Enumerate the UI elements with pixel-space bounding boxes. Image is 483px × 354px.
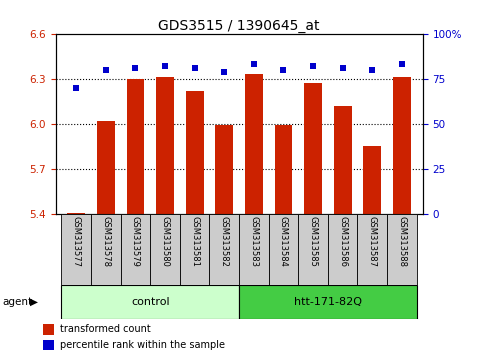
Title: GDS3515 / 1390645_at: GDS3515 / 1390645_at (158, 19, 320, 33)
Bar (393, 77, 411, 214)
Bar (186, 91, 203, 214)
Bar (68, 213, 85, 214)
Bar (180, 214, 210, 285)
Text: GSM313577: GSM313577 (72, 216, 81, 267)
Text: GSM313581: GSM313581 (190, 216, 199, 267)
Bar (387, 214, 417, 285)
Bar (97, 121, 115, 214)
Bar (363, 147, 381, 214)
Text: control: control (131, 297, 170, 307)
Bar (239, 285, 417, 319)
Bar (156, 77, 174, 214)
Point (220, 69, 228, 74)
Bar (298, 214, 328, 285)
Bar (269, 214, 298, 285)
Bar (127, 79, 144, 214)
Bar (43, 340, 54, 350)
Point (131, 65, 139, 71)
Point (339, 65, 347, 71)
Bar (43, 324, 54, 335)
Bar (215, 125, 233, 214)
Bar (61, 285, 239, 319)
Point (161, 63, 169, 69)
Text: GSM313587: GSM313587 (368, 216, 377, 267)
Point (369, 67, 376, 73)
Text: agent: agent (2, 297, 32, 307)
Bar (210, 214, 239, 285)
Bar (150, 214, 180, 285)
Bar (357, 214, 387, 285)
Text: GSM313586: GSM313586 (338, 216, 347, 267)
Text: GSM313585: GSM313585 (309, 216, 318, 267)
Point (191, 65, 199, 71)
Bar (91, 214, 121, 285)
Bar (304, 83, 322, 214)
Text: GSM313580: GSM313580 (160, 216, 170, 267)
Bar (239, 214, 269, 285)
Text: GSM313578: GSM313578 (101, 216, 111, 267)
Point (250, 62, 258, 67)
Bar (245, 74, 263, 214)
Text: transformed count: transformed count (60, 324, 151, 334)
Text: htt-171-82Q: htt-171-82Q (294, 297, 362, 307)
Point (72, 85, 80, 91)
Text: GSM313582: GSM313582 (220, 216, 229, 267)
Text: percentile rank within the sample: percentile rank within the sample (60, 340, 225, 350)
Text: GSM313588: GSM313588 (398, 216, 406, 267)
Text: GSM313579: GSM313579 (131, 216, 140, 267)
Bar (121, 214, 150, 285)
Text: GSM313584: GSM313584 (279, 216, 288, 267)
Bar (275, 125, 292, 214)
Bar (328, 214, 357, 285)
Point (280, 67, 287, 73)
Text: ▶: ▶ (30, 297, 38, 307)
Bar (334, 106, 352, 214)
Point (398, 62, 406, 67)
Bar (61, 214, 91, 285)
Point (309, 63, 317, 69)
Text: GSM313583: GSM313583 (249, 216, 258, 267)
Point (102, 67, 110, 73)
